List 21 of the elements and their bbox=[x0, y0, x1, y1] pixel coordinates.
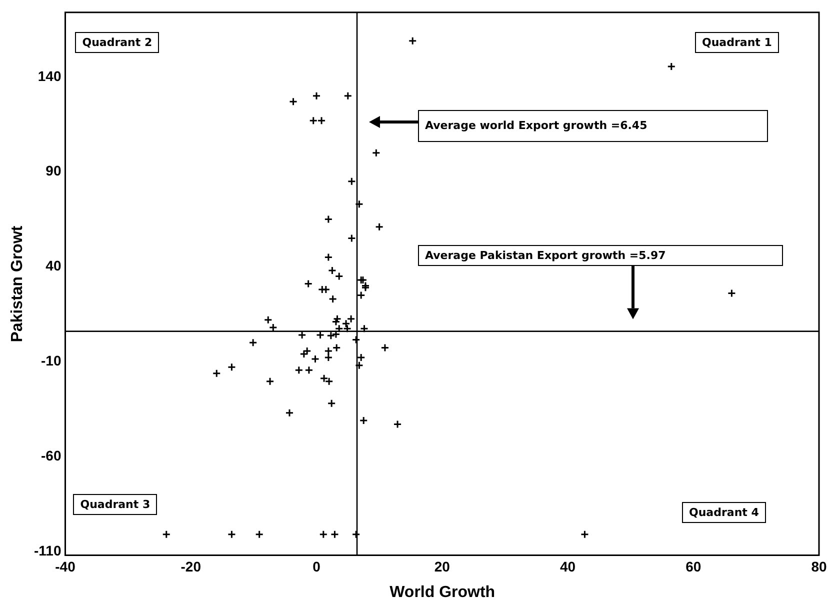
y-tick-label: -110 bbox=[34, 542, 62, 558]
x-axis-title: World Growth bbox=[390, 584, 496, 602]
x-tick-label: 40 bbox=[560, 558, 576, 574]
y-tick-label: 140 bbox=[38, 68, 62, 84]
y-tick-label: 40 bbox=[46, 258, 62, 274]
x-tick-label: -40 bbox=[55, 558, 76, 574]
x-tick-label: 80 bbox=[811, 558, 827, 574]
x-tick-label: 0 bbox=[312, 558, 321, 574]
x-tick-label: -20 bbox=[180, 558, 202, 574]
x-tick-label: 20 bbox=[434, 558, 450, 574]
x-tick-label: 60 bbox=[686, 558, 702, 574]
annotation: Quadrant 4 bbox=[682, 502, 766, 524]
y-axis-title: Pakistan Growt bbox=[9, 226, 28, 342]
annotation: Average Pakistan Export growth =5.97 bbox=[418, 245, 783, 266]
y-tick-label: -60 bbox=[41, 447, 62, 464]
y-tick-label: 90 bbox=[46, 162, 62, 179]
annotation: Average world Export growth =6.45 bbox=[418, 110, 768, 142]
y-tick-label: -10 bbox=[41, 352, 62, 368]
annotation: Quadrant 1 bbox=[695, 32, 779, 54]
annotation: Quadrant 2 bbox=[75, 32, 160, 54]
annotation: Quadrant 3 bbox=[73, 494, 158, 516]
